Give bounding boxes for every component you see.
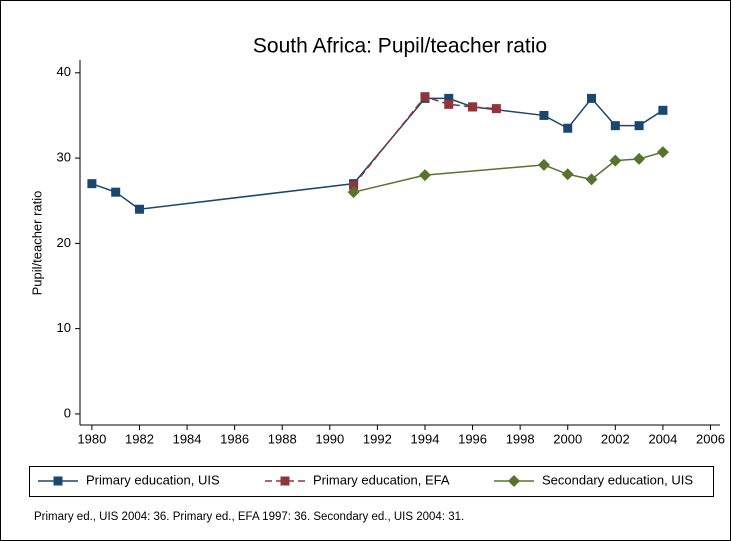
marker: [609, 154, 622, 167]
marker: [539, 110, 549, 120]
marker: [87, 179, 97, 189]
marker: [349, 180, 359, 190]
x-tick-label: 2004: [648, 431, 677, 446]
marker: [656, 146, 669, 159]
y-tick-label: 40: [57, 64, 71, 79]
marker: [134, 204, 144, 214]
marker: [491, 104, 501, 114]
marker: [111, 187, 121, 197]
x-tick-label: 1990: [315, 431, 344, 446]
y-axis-label: Pupil/teacher ratio: [29, 191, 44, 296]
y-tick-label: 20: [57, 235, 71, 250]
x-tick-label: 1988: [268, 431, 297, 446]
marker: [563, 123, 573, 133]
x-tick-label: 1994: [411, 431, 440, 446]
note: Primary ed., UIS 2004: 36. Primary ed., …: [34, 511, 464, 523]
legend-box: [29, 466, 714, 497]
legend-label: Primary education, UIS: [86, 472, 220, 487]
x-tick-label: 1984: [173, 431, 202, 446]
legend-label: Secondary education, UIS: [542, 472, 693, 487]
y-tick-label: 30: [57, 150, 71, 165]
legend-label: Primary education, EFA: [313, 472, 450, 487]
x-tick-label: 1986: [220, 431, 249, 446]
y-tick-label: 10: [57, 320, 71, 335]
marker: [444, 99, 454, 109]
marker: [53, 476, 63, 486]
marker: [585, 173, 598, 186]
x-tick-label: 1980: [77, 431, 106, 446]
marker: [280, 476, 290, 486]
x-tick-label: 2000: [553, 431, 582, 446]
x-tick-label: 2002: [601, 431, 630, 446]
x-tick-label: 1982: [125, 431, 154, 446]
x-tick-label: 2006: [696, 431, 725, 446]
marker: [418, 169, 431, 182]
marker: [537, 158, 550, 171]
marker: [633, 152, 646, 165]
marker: [634, 121, 644, 131]
x-tick-label: 1998: [506, 431, 535, 446]
marker: [468, 102, 478, 112]
marker: [347, 186, 360, 199]
x-tick-label: 1992: [363, 431, 392, 446]
marker: [561, 168, 574, 181]
chart-title: South Africa: Pupil/teacher ratio: [253, 35, 547, 58]
marker: [658, 105, 668, 115]
marker: [420, 92, 430, 102]
marker: [444, 93, 454, 103]
marker: [610, 121, 620, 131]
marker: [587, 93, 597, 103]
x-tick-label: 1996: [458, 431, 487, 446]
y-tick-label: 0: [64, 405, 71, 420]
marker: [508, 475, 520, 487]
